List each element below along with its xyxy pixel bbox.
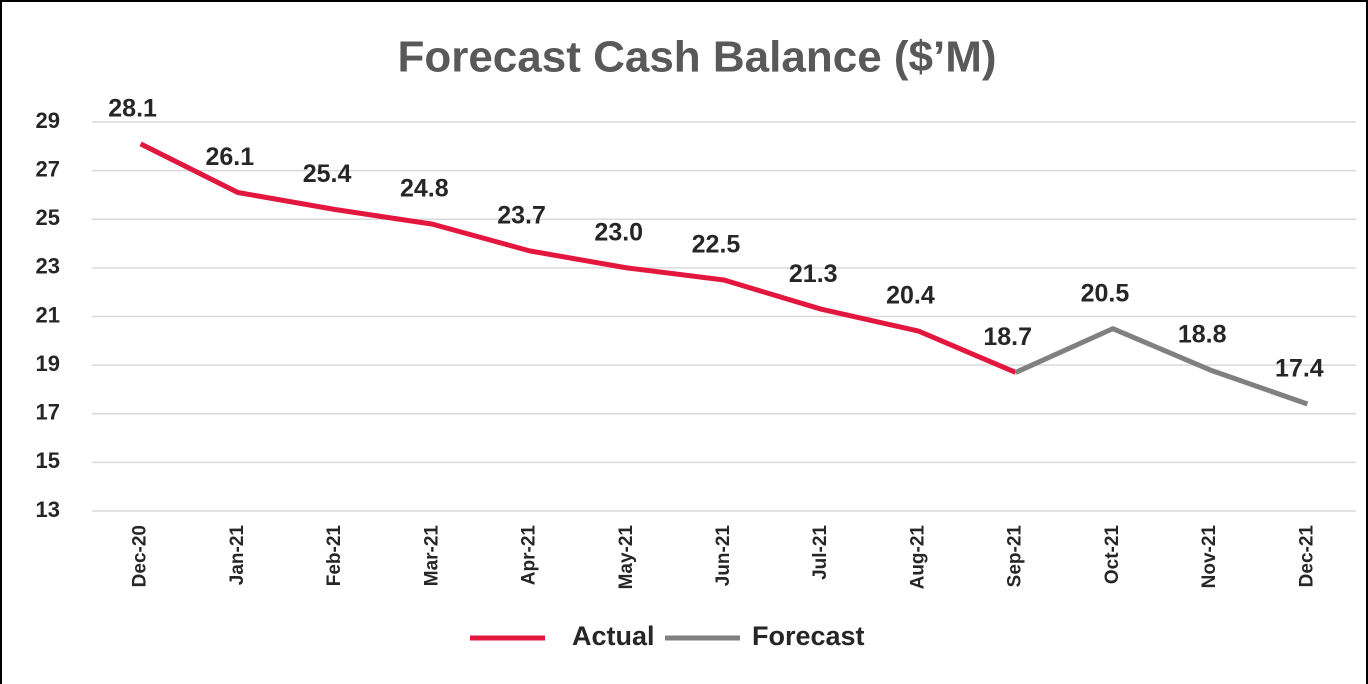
- y-tick-label: 23: [36, 254, 60, 279]
- x-tick-label: Aug-21: [907, 525, 928, 590]
- y-tick-label: 19: [36, 351, 60, 376]
- y-tick-label: 21: [36, 302, 60, 327]
- line-series: [1014, 326, 1309, 407]
- line-series: [139, 141, 1017, 375]
- y-tick-label: 29: [36, 108, 60, 133]
- x-tick-label: Sep-21: [1005, 525, 1026, 588]
- x-tick-label: Mar-21: [421, 525, 442, 587]
- x-tick-label: May-21: [616, 525, 637, 590]
- data-label: 21.3: [789, 260, 838, 288]
- x-tick-label: Oct-21: [1102, 525, 1123, 585]
- data-label: 25.4: [303, 160, 352, 188]
- data-label: 20.4: [886, 282, 935, 310]
- data-label: 17.4: [1275, 355, 1324, 383]
- data-label: 22.5: [692, 231, 741, 259]
- x-tick-label: Jan-21: [227, 525, 248, 586]
- y-tick-label: 13: [36, 497, 60, 522]
- y-tick-label: 27: [36, 156, 60, 181]
- legend-label: Forecast: [752, 621, 865, 651]
- y-tick-label: 17: [36, 400, 60, 425]
- data-label: 23.7: [497, 201, 546, 229]
- y-tick-label: 15: [36, 448, 60, 473]
- x-tick-label: Nov-21: [1199, 525, 1220, 589]
- data-label: 18.8: [1178, 321, 1227, 349]
- x-tick-label: Dec-20: [130, 525, 151, 587]
- y-tick-label: 25: [36, 205, 60, 230]
- chart-title: Forecast Cash Balance ($’M): [397, 33, 996, 82]
- data-label: 18.7: [983, 323, 1032, 351]
- data-label: 26.1: [206, 143, 255, 171]
- x-tick-label: Dec-21: [1296, 525, 1317, 588]
- data-label: 23.0: [594, 218, 643, 246]
- data-label: 24.8: [400, 175, 449, 203]
- data-label: 20.5: [1081, 279, 1130, 307]
- x-tick-label: Jun-21: [713, 525, 734, 587]
- data-label: 28.1: [108, 94, 157, 122]
- x-tick-label: Feb-21: [324, 525, 345, 587]
- x-tick-label: Apr-21: [519, 525, 540, 586]
- legend-label: Actual: [572, 621, 655, 651]
- x-tick-label: Jul-21: [810, 525, 831, 580]
